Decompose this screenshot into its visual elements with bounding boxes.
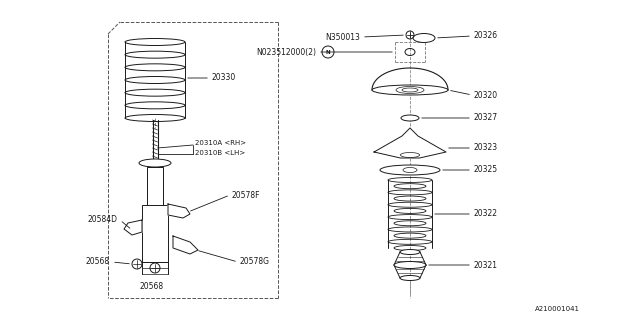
Ellipse shape bbox=[394, 261, 426, 268]
Text: 20327: 20327 bbox=[474, 114, 498, 123]
Text: 20584D: 20584D bbox=[88, 215, 118, 225]
Text: 20578F: 20578F bbox=[232, 190, 260, 199]
Text: 20326: 20326 bbox=[474, 31, 498, 41]
Text: 20578G: 20578G bbox=[240, 258, 270, 267]
Text: A210001041: A210001041 bbox=[535, 306, 580, 312]
Ellipse shape bbox=[380, 165, 440, 175]
Text: 20323: 20323 bbox=[474, 143, 498, 153]
Text: 20325: 20325 bbox=[474, 165, 498, 174]
Ellipse shape bbox=[139, 159, 171, 167]
Text: 20320: 20320 bbox=[474, 91, 498, 100]
Polygon shape bbox=[168, 204, 190, 218]
Polygon shape bbox=[124, 220, 142, 235]
Ellipse shape bbox=[413, 34, 435, 43]
Text: 20321: 20321 bbox=[474, 260, 498, 269]
Ellipse shape bbox=[401, 115, 419, 121]
Polygon shape bbox=[374, 128, 446, 158]
Text: 20568: 20568 bbox=[86, 258, 110, 267]
Ellipse shape bbox=[400, 276, 420, 281]
Text: 20310A <RH>: 20310A <RH> bbox=[195, 140, 246, 146]
Ellipse shape bbox=[372, 85, 448, 95]
Bar bbox=[142, 205, 168, 262]
Text: N: N bbox=[326, 50, 330, 54]
Ellipse shape bbox=[400, 250, 420, 254]
Text: 20310B <LH>: 20310B <LH> bbox=[195, 150, 245, 156]
Text: 20322: 20322 bbox=[474, 210, 498, 219]
Text: 20330: 20330 bbox=[212, 74, 236, 83]
Text: N023512000(2): N023512000(2) bbox=[256, 47, 316, 57]
Polygon shape bbox=[173, 236, 198, 254]
Text: 20568: 20568 bbox=[140, 282, 164, 291]
Text: N350013: N350013 bbox=[325, 33, 360, 42]
Bar bbox=[147, 167, 163, 210]
